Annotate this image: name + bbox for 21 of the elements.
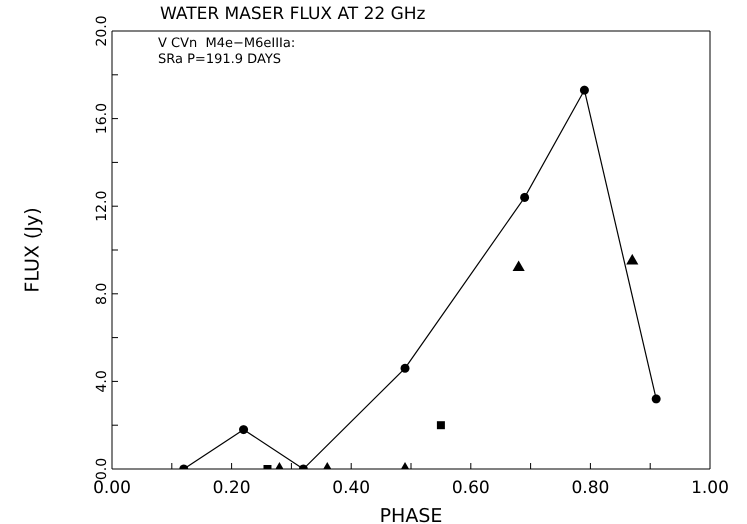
y-tick-label: 16.0 — [94, 103, 110, 134]
x-tick-label: 0.80 — [571, 478, 610, 498]
x-tick-label: 0.40 — [332, 478, 370, 498]
y-tick-label: 0.0 — [94, 458, 110, 480]
chart-title: WATER MASER FLUX AT 22 GHz — [160, 4, 426, 24]
y-tick-label: 20.0 — [94, 15, 110, 47]
y-tick-label: 4.0 — [94, 370, 110, 393]
annotation: V CVn M4e−M6eIIIa: — [158, 36, 296, 52]
x-axis-title: PHASE — [380, 505, 442, 524]
annotation: SRa P=191.9 DAYS — [158, 52, 282, 68]
y-tick-label: 8.0 — [94, 282, 110, 305]
point — [520, 192, 530, 202]
point — [626, 254, 638, 264]
x-tick-label: 1.00 — [691, 478, 729, 498]
point — [512, 260, 525, 272]
y-axis-title: FLUX (Jy) — [22, 207, 44, 293]
point — [580, 86, 589, 95]
x-tick-label: 0.00 — [93, 478, 131, 498]
x-tick-label: 0.20 — [212, 478, 251, 498]
y-tick-label: 12.0 — [94, 190, 110, 222]
x-tick-label: 0.60 — [452, 478, 490, 498]
